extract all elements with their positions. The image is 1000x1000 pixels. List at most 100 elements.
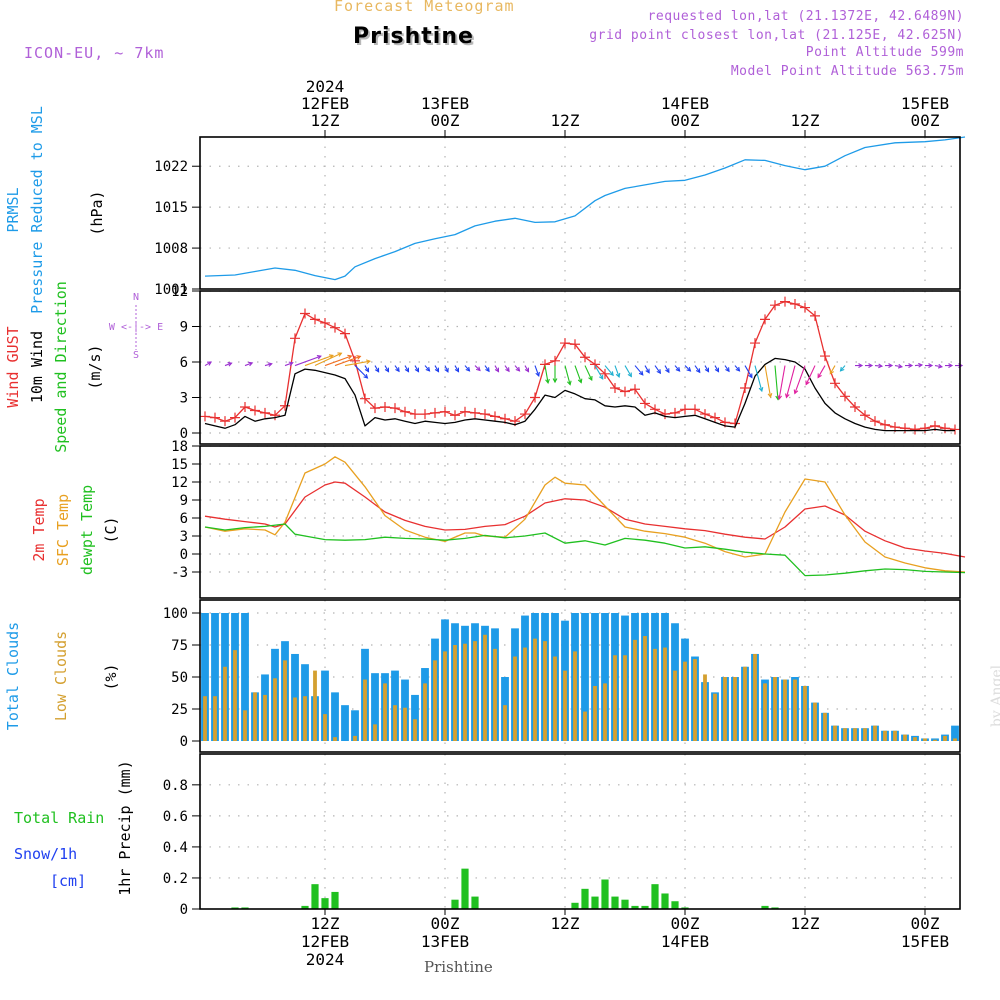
low-cloud-bar xyxy=(393,705,397,741)
gust-marker xyxy=(290,333,300,344)
wind-arrow-head xyxy=(545,378,550,385)
wind-arrow-head xyxy=(524,367,530,373)
pressure-ytick-label: 1001 xyxy=(154,282,188,298)
temperature-label: 2m Temp xyxy=(30,498,48,561)
wind-direction-arrow xyxy=(934,365,942,368)
wind-direction-arrow xyxy=(454,365,459,372)
gust-marker xyxy=(810,310,820,321)
rain-bar xyxy=(471,896,479,909)
wind-arrow-head xyxy=(465,366,471,372)
temperature-ytick-label: 9 xyxy=(180,493,188,509)
pressure-label: Pressure Reduced to MSL xyxy=(28,106,46,314)
wind-arrow-head xyxy=(425,366,431,372)
gust-marker xyxy=(750,338,760,349)
wind-arrow-head xyxy=(908,363,914,368)
gust-marker xyxy=(590,359,600,370)
model-altitude: Model Point Altitude 563.75m xyxy=(730,64,964,79)
low-cloud-bar xyxy=(813,702,817,741)
wind-arrow-head xyxy=(552,378,558,384)
wind-direction-arrow xyxy=(294,355,322,367)
temperature-ytick-label: -3 xyxy=(171,565,188,581)
bars-layer xyxy=(201,613,959,909)
wind-arrow-head xyxy=(515,366,521,372)
total-cloud-bar xyxy=(241,613,249,741)
wind-direction-arrow xyxy=(314,352,342,367)
rain-bar xyxy=(611,896,619,909)
rain-bar xyxy=(661,893,669,909)
gust-marker xyxy=(460,406,470,417)
rain-bar xyxy=(461,868,469,909)
low-cloud-bar xyxy=(853,728,857,741)
gust-marker xyxy=(950,424,960,435)
low-cloud-bar xyxy=(683,661,687,741)
compass-ew: W <-|-> E xyxy=(109,322,163,333)
low-cloud-bar xyxy=(353,735,357,741)
temperature-ytick-label: 3 xyxy=(180,529,188,545)
wind-direction-arrow xyxy=(714,365,719,372)
wind-direction-arrow xyxy=(744,365,753,378)
low-cloud-bar xyxy=(593,685,597,741)
precip-ytick-label: 0.2 xyxy=(163,871,188,887)
wind-direction-arrow xyxy=(584,365,593,381)
wind-direction-arrow xyxy=(524,365,529,372)
wind-direction-arrow xyxy=(724,365,730,372)
wind-direction-arrow xyxy=(484,365,490,372)
wind-direction-arrow xyxy=(464,365,470,372)
wind-direction-arrow xyxy=(734,365,740,372)
pressure-ytick-label: 1022 xyxy=(154,159,188,175)
wind-arrow-head xyxy=(793,389,799,395)
pressure-ytick-label: 1008 xyxy=(154,241,188,257)
top-time-label: 00Z xyxy=(911,111,940,130)
top-time-label: 12Z xyxy=(311,111,340,130)
low-cloud-bar xyxy=(623,655,627,741)
chart-title: Forecast Meteogram xyxy=(334,0,515,15)
total-cloud-bar xyxy=(341,705,349,741)
wind-arrow-head xyxy=(363,374,369,379)
low-cloud-bar xyxy=(233,650,237,741)
wind-direction-arrow xyxy=(374,365,380,373)
wind-arrow-head xyxy=(316,354,322,360)
low-cloud-bar xyxy=(413,719,417,741)
wind-arrow-head xyxy=(937,363,944,369)
bottom-time-label: 12Z xyxy=(791,914,820,933)
wind-direction-arrow xyxy=(778,365,786,400)
gust-marker xyxy=(860,410,870,421)
gust-marker xyxy=(780,296,790,307)
wind-arrow-head xyxy=(928,363,934,368)
wind-arrow-head xyxy=(609,371,614,377)
low-cloud-bar xyxy=(363,679,367,741)
wind-direction-arrow xyxy=(384,365,389,372)
wind-direction-arrow xyxy=(614,365,620,378)
top-time-label: 2024 xyxy=(306,77,345,96)
low-cloud-bar xyxy=(423,683,427,741)
wind-direction-arrow xyxy=(304,354,334,367)
wind-direction-arrow xyxy=(354,365,368,379)
wind-arrow-head xyxy=(207,361,213,366)
total-cloud-bar xyxy=(351,710,359,741)
low-cloud-bar xyxy=(583,711,587,741)
wind-arrow-head xyxy=(645,368,650,374)
low-cloud-bar xyxy=(723,677,727,741)
gust-marker xyxy=(690,404,700,415)
grid-point-coordinates: grid point closest lon,lat (21.125E, 42.… xyxy=(589,28,964,43)
gust-marker xyxy=(480,409,490,420)
low-cloud-bar xyxy=(263,694,267,741)
wind-direction-arrow xyxy=(544,365,549,383)
wind-arrow-head xyxy=(577,378,583,384)
wind-panel-frame xyxy=(199,290,961,445)
low-cloud-bar xyxy=(943,735,947,741)
rain-bar xyxy=(311,884,319,909)
top-time-label: 12Z xyxy=(551,111,580,130)
temperature-label: SFC Temp xyxy=(54,494,72,566)
wind-direction-arrow xyxy=(894,365,902,368)
wind-direction-arrow xyxy=(874,365,883,367)
low-cloud-bar xyxy=(213,696,217,741)
low-cloud-bar xyxy=(383,683,387,741)
wind-label: Wind GUST xyxy=(4,326,22,407)
gust-marker xyxy=(230,412,240,423)
wind-arrow-head xyxy=(384,367,390,373)
bottom-time-label: 00Z xyxy=(671,914,700,933)
low-cloud-bar xyxy=(513,656,517,741)
low-cloud-bar xyxy=(303,696,307,741)
wind-direction-arrow xyxy=(594,365,604,380)
